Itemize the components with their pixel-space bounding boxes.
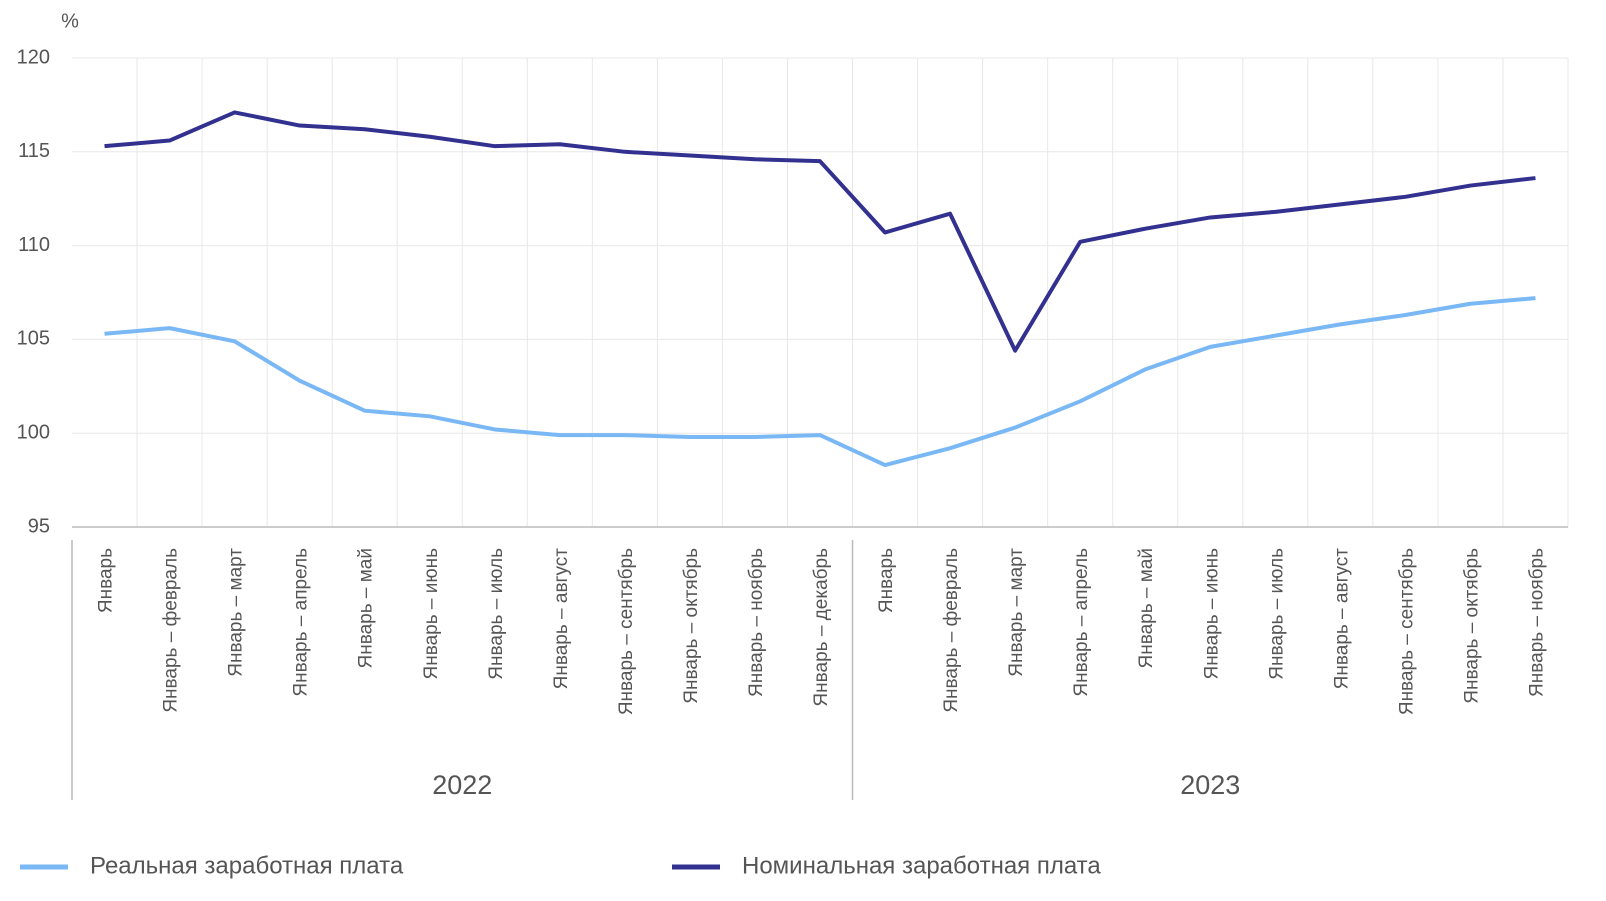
x-tick-label: Январь – июнь bbox=[1201, 548, 1222, 680]
x-tick-label: Январь – июль bbox=[486, 548, 507, 680]
legend-label: Номинальная заработная плата bbox=[742, 852, 1101, 879]
x-tick-label: Январь – ноябрь bbox=[746, 548, 767, 697]
x-tick-label: Январь – февраль bbox=[161, 548, 182, 713]
x-tick-label: Январь – февраль bbox=[941, 548, 962, 713]
x-tick-label: Январь – октябрь bbox=[681, 548, 702, 704]
y-tick-label: 105 bbox=[17, 328, 50, 350]
legend-label: Реальная заработная плата bbox=[90, 852, 404, 879]
x-tick-label: Январь – май bbox=[356, 548, 377, 669]
x-tick-label: Январь – март bbox=[1006, 548, 1027, 677]
group-label: 2022 bbox=[432, 770, 492, 800]
y-tick-label: 110 bbox=[18, 234, 50, 256]
y-tick-label: 115 bbox=[18, 140, 50, 162]
x-tick-label: Январь – сентябрь bbox=[1396, 548, 1417, 715]
x-tick-label: Январь – июль bbox=[1266, 548, 1287, 680]
y-unit-label: % bbox=[61, 10, 79, 32]
y-tick-label: 95 bbox=[28, 515, 50, 537]
series-line bbox=[104, 296, 1536, 468]
x-tick-label: Январь – сентябрь bbox=[616, 548, 637, 715]
x-tick-label: Январь – апрель bbox=[291, 548, 312, 697]
x-tick-label: Январь – октябрь bbox=[1461, 548, 1482, 704]
x-tick-label: Январь bbox=[96, 548, 117, 613]
x-tick-label: Январь – май bbox=[1136, 548, 1157, 669]
x-tick-label: Январь – август bbox=[1331, 548, 1352, 690]
x-tick-label: Январь – март bbox=[226, 548, 247, 677]
y-tick-label: 100 bbox=[17, 421, 50, 443]
x-tick-label: Январь – ноябрь bbox=[1526, 548, 1547, 697]
y-tick-label: 120 bbox=[17, 46, 50, 68]
x-tick-label: Январь – апрель bbox=[1071, 548, 1092, 697]
x-tick-label: Январь – июнь bbox=[421, 548, 442, 680]
group-label: 2023 bbox=[1180, 770, 1240, 800]
x-tick-label: Январь bbox=[876, 548, 897, 613]
x-tick-label: Январь – декабрь bbox=[811, 548, 832, 707]
x-tick-label: Январь – август bbox=[551, 548, 572, 690]
series-line bbox=[104, 110, 1536, 353]
